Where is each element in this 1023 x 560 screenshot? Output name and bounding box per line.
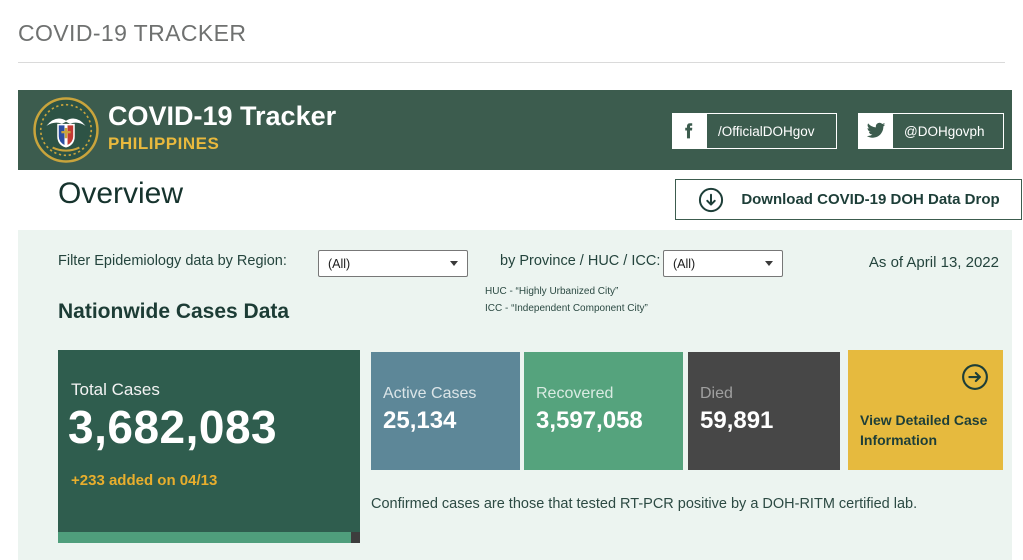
twitter-icon [859,114,893,148]
huc-note: HUC - “Highly Urbanized City” [485,286,619,297]
chevron-down-icon [450,261,458,266]
confirmed-cases-footnote: Confirmed cases are those that tested RT… [371,496,918,512]
active-cases-card: Active Cases 25,134 [371,352,520,470]
divider [18,62,1005,63]
region-filter-label: Filter Epidemiology data by Region: [58,253,287,269]
view-detailed-label: View Detailed Case Information [860,412,988,448]
overview-row: Overview Download COVID-19 DOH Data Drop [18,170,1022,230]
doh-seal-logo-icon [33,97,99,163]
icc-note: ICC - “Independent Component City” [485,303,648,314]
active-cases-value: 25,134 [383,407,457,434]
total-cases-card: Total Cases 3,682,083 +233 added on 04/1… [58,350,360,532]
download-label: Download COVID-19 DOH Data Drop [741,191,1000,208]
province-filter-label: by Province / HUC / ICC: [500,253,661,269]
horizontal-scrollbar[interactable] [58,532,360,543]
overview-title: Overview [58,177,184,210]
region-filter-value: (All) [328,256,351,271]
nationwide-cases-heading: Nationwide Cases Data [58,300,290,323]
facebook-handle: /OfficialDOHgov [718,123,815,139]
total-cases-value: 3,682,083 [68,401,278,453]
active-cases-label: Active Cases [383,385,477,402]
arrow-right-circle-icon [960,362,990,392]
recovered-value: 3,597,058 [536,407,643,434]
download-data-drop-button[interactable]: Download COVID-19 DOH Data Drop [675,179,1022,220]
chevron-down-icon [765,261,773,266]
download-icon [697,186,725,214]
died-value: 59,891 [700,407,774,434]
page-title: COVID-19 TRACKER [18,20,247,46]
facebook-icon [673,114,707,148]
twitter-handle: @DOHgovph [904,123,985,139]
app-title: COVID-19 Tracker [108,101,337,131]
recovered-label: Recovered [536,385,614,402]
died-card: Died 59,891 [688,352,840,470]
app-subtitle: PHILIPPINES [108,134,220,153]
twitter-button[interactable]: @DOHgovph [858,113,1004,149]
covid-tracker-dashboard: COVID-19 Tracker PHILIPPINES /OfficialDO… [18,90,1022,560]
as-of-date: As of April 13, 2022 [868,254,999,271]
app-header: COVID-19 Tracker PHILIPPINES /OfficialDO… [18,90,1012,170]
facebook-button[interactable]: /OfficialDOHgov [672,113,837,149]
recovered-card: Recovered 3,597,058 [524,352,683,470]
died-label: Died [700,385,733,402]
view-detailed-case-information-button[interactable]: View Detailed Case Information [848,350,1003,470]
scrollbar-thumb[interactable] [351,532,360,543]
overview-panel: Filter Epidemiology data by Region: (All… [18,230,1012,560]
header-titles: COVID-19 Tracker PHILIPPINES [108,100,336,154]
region-filter-dropdown[interactable]: (All) [318,250,468,277]
total-cases-delta: +233 added on 04/13 [71,472,218,489]
province-filter-value: (All) [673,256,696,271]
province-filter-dropdown[interactable]: (All) [663,250,783,277]
total-cases-label: Total Cases [71,380,160,399]
